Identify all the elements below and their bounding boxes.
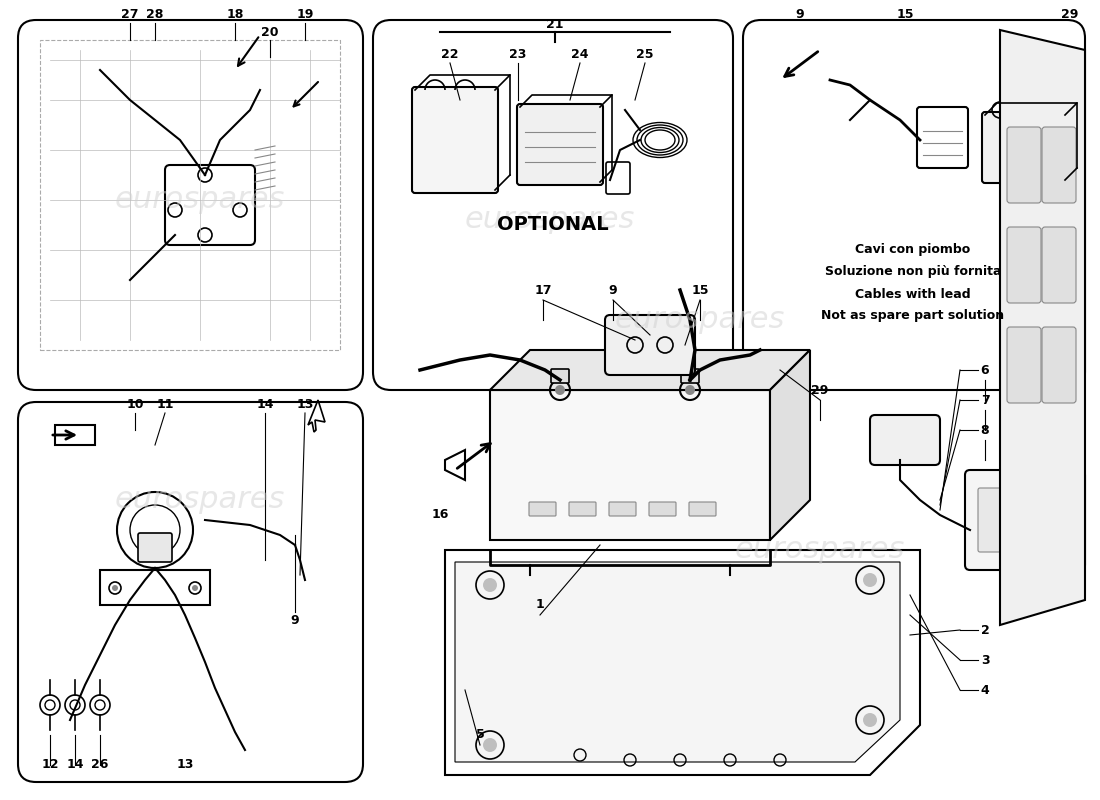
Text: 15: 15 (896, 9, 914, 22)
FancyBboxPatch shape (1034, 488, 1060, 552)
Text: 16: 16 (431, 509, 449, 522)
Text: 26: 26 (91, 758, 109, 771)
Text: 27: 27 (121, 9, 139, 22)
Text: 7: 7 (980, 394, 989, 406)
FancyBboxPatch shape (412, 87, 498, 193)
FancyBboxPatch shape (569, 502, 596, 516)
FancyBboxPatch shape (605, 315, 695, 375)
Circle shape (483, 578, 497, 592)
FancyBboxPatch shape (978, 488, 1004, 552)
Text: Not as spare part solution: Not as spare part solution (822, 310, 1004, 322)
FancyBboxPatch shape (649, 502, 676, 516)
FancyBboxPatch shape (870, 415, 940, 465)
FancyBboxPatch shape (529, 502, 556, 516)
Text: 23: 23 (509, 49, 527, 62)
Text: 11: 11 (156, 398, 174, 411)
Text: 3: 3 (981, 654, 989, 666)
Polygon shape (55, 425, 95, 445)
FancyBboxPatch shape (1006, 127, 1041, 203)
Polygon shape (446, 450, 465, 480)
Circle shape (864, 713, 877, 727)
Text: 24: 24 (571, 49, 588, 62)
FancyBboxPatch shape (517, 104, 603, 185)
Text: 29: 29 (1062, 9, 1079, 22)
FancyBboxPatch shape (1042, 227, 1076, 303)
Text: 29: 29 (812, 383, 828, 397)
Text: 13: 13 (296, 398, 314, 411)
FancyBboxPatch shape (1006, 488, 1032, 552)
Text: 9: 9 (795, 9, 804, 22)
Text: Cables with lead: Cables with lead (855, 287, 971, 301)
Text: 14: 14 (66, 758, 84, 771)
Text: 20: 20 (262, 26, 278, 38)
FancyBboxPatch shape (982, 112, 1068, 183)
Polygon shape (1000, 30, 1085, 625)
Text: 6: 6 (981, 363, 989, 377)
Text: 10: 10 (126, 398, 144, 411)
FancyBboxPatch shape (609, 502, 636, 516)
FancyBboxPatch shape (1042, 127, 1076, 203)
Text: 12: 12 (42, 758, 58, 771)
FancyBboxPatch shape (1042, 327, 1076, 403)
FancyBboxPatch shape (689, 502, 716, 516)
Polygon shape (308, 400, 324, 432)
Polygon shape (490, 390, 770, 540)
Text: 28: 28 (146, 9, 164, 22)
Circle shape (112, 585, 118, 591)
Text: 21: 21 (547, 18, 563, 31)
Text: 25: 25 (636, 49, 653, 62)
Text: 18: 18 (227, 9, 244, 22)
Polygon shape (490, 350, 810, 390)
Text: eurospares: eurospares (114, 186, 285, 214)
Text: 2: 2 (980, 623, 989, 637)
Text: 17: 17 (535, 283, 552, 297)
FancyBboxPatch shape (965, 470, 1085, 570)
Text: OPTIONAL: OPTIONAL (497, 215, 608, 234)
Polygon shape (455, 562, 900, 762)
Text: Cavi con piombo: Cavi con piombo (856, 243, 970, 257)
Text: 14: 14 (256, 398, 274, 411)
Text: 19: 19 (296, 9, 314, 22)
Text: 9: 9 (608, 283, 617, 297)
Text: 8: 8 (981, 423, 989, 437)
FancyBboxPatch shape (1006, 227, 1041, 303)
Circle shape (685, 385, 695, 395)
FancyBboxPatch shape (551, 369, 569, 383)
FancyBboxPatch shape (138, 533, 172, 562)
Text: eurospares: eurospares (465, 206, 635, 234)
Text: 4: 4 (980, 683, 989, 697)
Text: 13: 13 (176, 758, 194, 771)
Text: eurospares: eurospares (615, 306, 785, 334)
Circle shape (556, 385, 565, 395)
FancyBboxPatch shape (1006, 327, 1041, 403)
Text: Soluzione non più fornita: Soluzione non più fornita (825, 266, 1001, 278)
Circle shape (864, 573, 877, 587)
Text: eurospares: eurospares (735, 535, 905, 565)
Text: eurospares: eurospares (114, 486, 285, 514)
Text: 1: 1 (536, 598, 544, 611)
Text: 9: 9 (290, 614, 299, 626)
Text: 5: 5 (475, 729, 484, 742)
Polygon shape (770, 350, 810, 540)
Circle shape (483, 738, 497, 752)
Text: 22: 22 (441, 49, 459, 62)
Text: 15: 15 (691, 283, 708, 297)
Circle shape (192, 585, 198, 591)
FancyBboxPatch shape (681, 369, 698, 383)
